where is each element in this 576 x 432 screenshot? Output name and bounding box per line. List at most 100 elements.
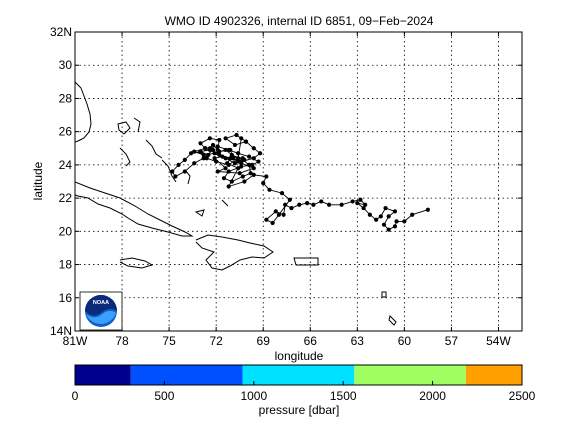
colorbar-tick-label: 2500 [509, 389, 536, 403]
track-point [236, 156, 241, 161]
y-tick-label: 30 [59, 58, 73, 72]
track-point [361, 205, 366, 211]
y-tick-label: 18 [59, 258, 73, 272]
float-track [170, 132, 430, 232]
track-point [176, 162, 181, 167]
track-point [240, 174, 245, 179]
coastline-cuba [75, 181, 194, 237]
coastline-martinique [388, 315, 397, 326]
colorbar-tick-label: 1000 [240, 389, 267, 403]
y-tick-label: 14N [50, 324, 72, 338]
track-point [207, 147, 212, 153]
track-point [251, 156, 256, 161]
track-point [386, 227, 391, 232]
track-point [350, 199, 355, 204]
track-point [188, 151, 194, 156]
y-tick-labels: 14N 16 18 20 22 24 26 28 30 32N [50, 25, 72, 338]
coastline-map [75, 81, 397, 326]
track-point [319, 199, 324, 204]
track-point [311, 202, 316, 207]
colorbar-band [75, 365, 131, 385]
colorbar-tick-label: 500 [154, 389, 174, 403]
track-point [367, 212, 372, 217]
track-point [214, 159, 219, 164]
track-point [223, 147, 228, 153]
track-point [239, 164, 244, 169]
track-point [229, 152, 234, 158]
colorbar-tick-label: 0 [72, 389, 79, 403]
coastline-bahamas-south [221, 199, 229, 207]
track-point [237, 171, 242, 176]
track-point [242, 179, 247, 184]
coastline-bahamas-eleuthera [145, 139, 163, 159]
coastline-guadeloupe [381, 291, 387, 298]
track-point [236, 159, 241, 164]
x-tick-label: 78 [115, 334, 129, 348]
noaa-logo-text: NOAA [93, 300, 109, 306]
track-point [273, 209, 278, 214]
track-point [355, 200, 360, 206]
track-point [232, 142, 238, 148]
coastline-bahamas-cat-island [119, 147, 131, 167]
y-tick-label: 20 [59, 224, 73, 238]
coastline-hispaniola [195, 234, 274, 271]
track-point [182, 169, 187, 174]
track-point [410, 212, 415, 217]
track-point [198, 149, 203, 154]
track-point [250, 162, 255, 167]
track-point [246, 154, 252, 159]
track-point [392, 224, 398, 229]
track-point [383, 205, 388, 211]
track-point [217, 152, 222, 158]
y-tick-label: 28 [59, 91, 73, 105]
track-point [210, 142, 216, 148]
track-point [297, 202, 302, 207]
track-point [248, 171, 253, 176]
colorbar-tick-label: 2000 [419, 389, 446, 403]
x-tick-label: 75 [162, 334, 176, 348]
x-tick-label: 81W [63, 334, 88, 348]
track-point [226, 147, 231, 153]
track-point [212, 156, 217, 161]
track-point [229, 179, 234, 184]
track-point [270, 220, 275, 226]
x-tick-label: 54W [486, 334, 511, 348]
x-tick-label: 66 [304, 334, 318, 348]
coastline-bahamas-abaco [133, 117, 141, 133]
track-point [234, 132, 239, 138]
track-point [251, 166, 256, 171]
track-point [281, 212, 286, 217]
track-point [204, 156, 209, 161]
track-point [226, 169, 231, 174]
coastline-florida [75, 81, 92, 143]
track-point [264, 217, 269, 222]
track-point [210, 147, 216, 153]
track-point [223, 136, 228, 141]
coastline-bahamas-exuma [161, 159, 177, 183]
colorbar-band [130, 365, 243, 385]
track-point [215, 144, 220, 149]
track-point [394, 219, 399, 224]
track-point [339, 202, 344, 207]
plot-border [74, 31, 523, 332]
track-point [220, 154, 225, 159]
colorbar-tick-label: 1500 [330, 389, 357, 403]
track-point [425, 207, 430, 212]
track-point [239, 136, 244, 141]
x-axis-label: longitude [275, 349, 324, 363]
track-point [246, 162, 252, 167]
track-point [192, 161, 197, 166]
colorbar-label: pressure [dbar] [259, 403, 340, 417]
chart-title: WMO ID 4902326, internal ID 6851, 09−Feb… [165, 14, 434, 28]
track-point [287, 197, 292, 202]
coastline-puerto-rico [293, 257, 319, 266]
track-point [264, 174, 269, 179]
track-point [207, 136, 212, 141]
noaa-logo: NOAA [79, 291, 123, 331]
y-tick-label: 16 [59, 291, 73, 305]
x-tick-label: 57 [445, 334, 459, 348]
track-point [221, 176, 227, 181]
track-point [198, 141, 203, 146]
y-axis-label: latitude [31, 161, 45, 200]
axis-ticks [74, 31, 522, 332]
